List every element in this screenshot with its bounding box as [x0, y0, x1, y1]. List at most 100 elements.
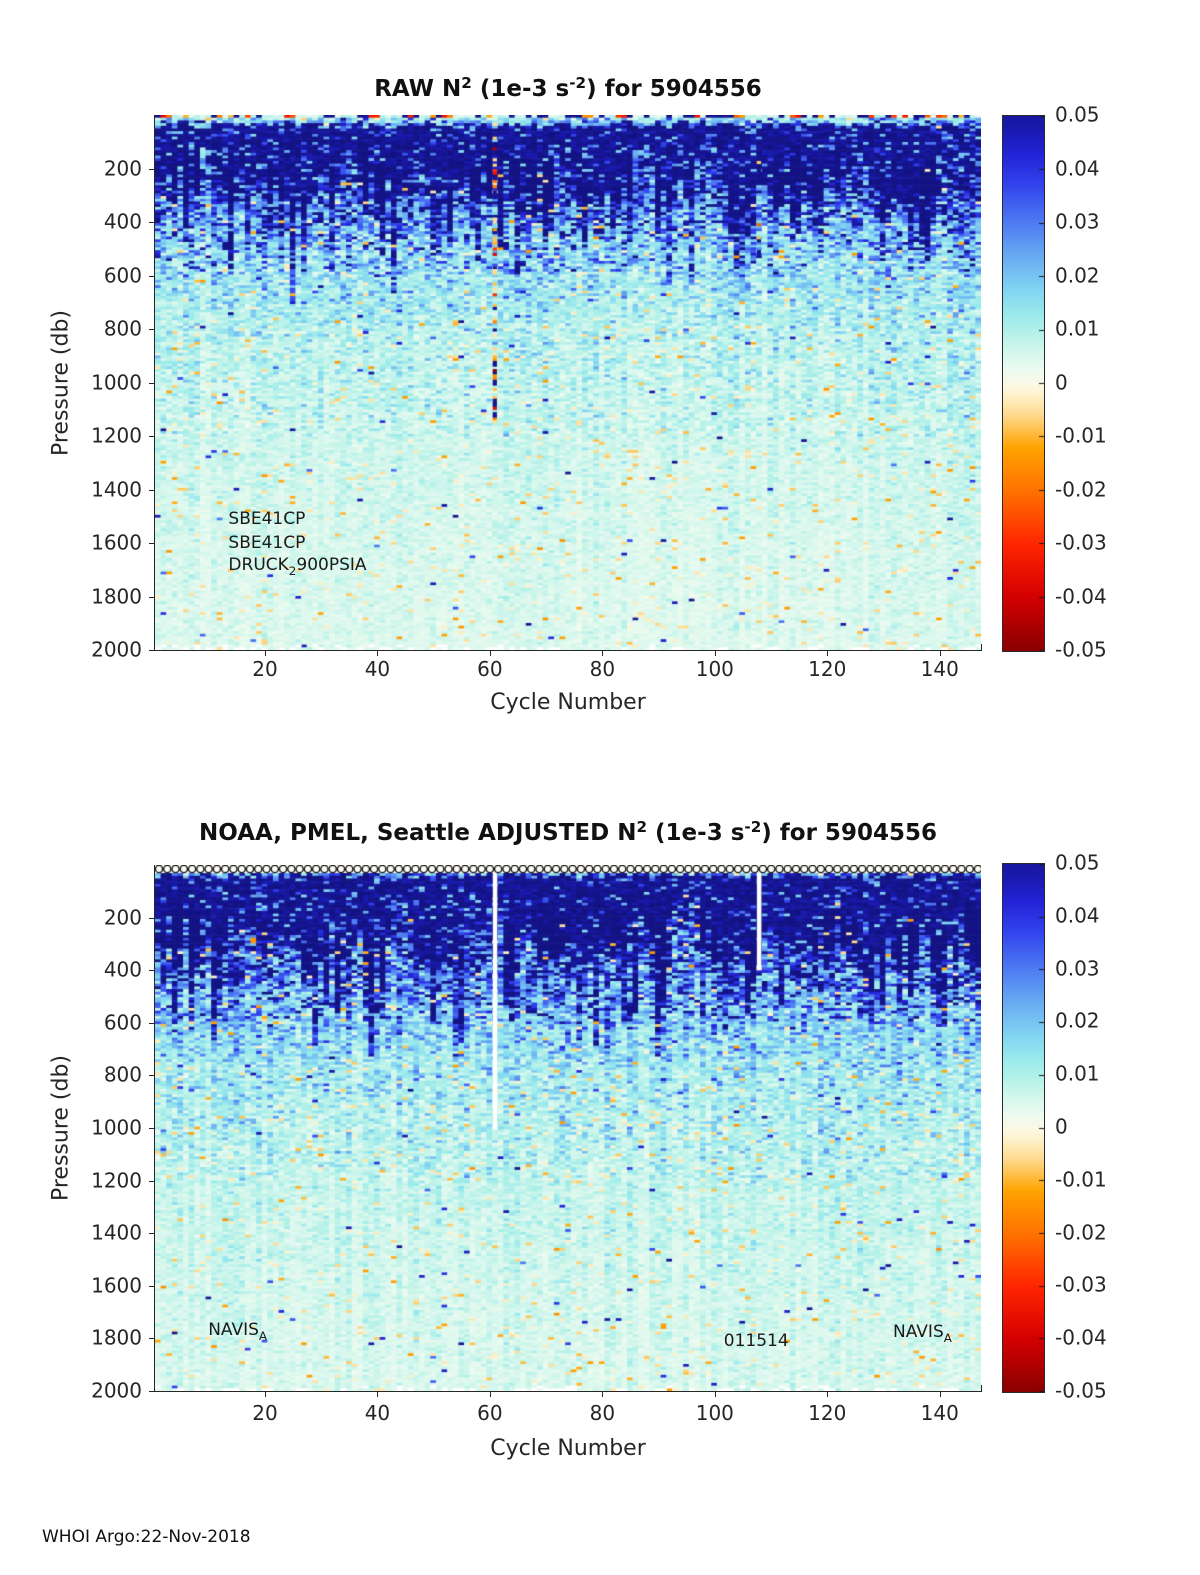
- text-run: NAVIS: [893, 1322, 944, 1343]
- x-axis-end-tick: [981, 1385, 982, 1391]
- y-axis-title: Pressure (db): [48, 1054, 74, 1202]
- y-axis-line: [154, 115, 155, 651]
- colorbar-tick-label: -0.02: [1055, 1220, 1107, 1245]
- colorbar-tick-label: 0.03: [1055, 956, 1100, 981]
- y-tick-mark: [149, 1075, 154, 1076]
- x-tick-mark: [265, 1392, 266, 1397]
- y-tick-mark: [149, 490, 154, 491]
- superscript: -2: [569, 73, 587, 92]
- colorbar-tick-label: 0.02: [1055, 263, 1100, 287]
- x-tick-label: 40: [364, 657, 391, 681]
- text-run: 011514: [723, 1331, 789, 1352]
- annotation-sensor-1: SBE41CP: [228, 509, 305, 529]
- y-tick-label: 200: [103, 905, 142, 930]
- x-axis-line: [154, 1391, 982, 1392]
- y-tick-mark: [149, 383, 154, 384]
- raw-heatmap-canvas: [155, 115, 981, 650]
- text-run: RAW N: [374, 76, 462, 102]
- subscript: A: [258, 1328, 268, 1343]
- colorbar-tick-label: -0.03: [1055, 1272, 1107, 1297]
- annotation-float-type-left: NAVISA: [208, 1319, 268, 1343]
- text-run: SBE41CP: [228, 533, 306, 553]
- y-tick-label: 2000: [91, 1378, 142, 1403]
- x-tick-mark: [940, 651, 941, 656]
- colorbar-tick-label: -0.01: [1055, 423, 1107, 448]
- x-tick-label: 20: [252, 1401, 278, 1425]
- plot-title-raw: RAW N2 (1e-3 s-2) for 5904556: [374, 73, 762, 102]
- x-axis-title: Cycle Number: [490, 1436, 646, 1461]
- y-tick-label: 1000: [91, 1115, 142, 1140]
- x-tick-label: 80: [589, 657, 616, 681]
- y-tick-label: 800: [103, 1062, 142, 1087]
- colorbar-adjusted-canvas: [1002, 863, 1045, 1393]
- x-axis-title: Cycle Number: [490, 690, 646, 715]
- text-run: NOAA, PMEL, Seattle ADJUSTED N: [199, 820, 637, 846]
- annotation-sensor-3: DRUCK2900PSIA: [228, 555, 366, 579]
- y-tick-mark: [149, 1181, 154, 1182]
- text-run: (1e-3 s: [471, 76, 570, 102]
- x-axis-end-tick: [981, 644, 982, 650]
- annotation-float-type-right: NAVISA: [893, 1322, 952, 1345]
- y-tick-label: 1600: [91, 1273, 142, 1298]
- y-tick-label: 1800: [91, 584, 142, 608]
- annotation-float-id: 011514: [724, 1331, 789, 1351]
- y-tick-label: 1600: [91, 530, 142, 555]
- x-tick-mark: [602, 651, 603, 656]
- y-tick-label: 600: [103, 1010, 142, 1035]
- y-tick-label: 600: [103, 263, 142, 287]
- x-tick-label: 120: [808, 657, 847, 681]
- y-tick-mark: [149, 276, 154, 277]
- text-run: ) for 5904556: [761, 820, 937, 846]
- y-tick-label: 2000: [91, 637, 142, 662]
- x-tick-mark: [490, 1392, 491, 1397]
- colorbar-tick-label: -0.05: [1055, 637, 1107, 662]
- annotation-sensor-2: SBE41CP: [228, 533, 305, 553]
- adjusted-heatmap-canvas: [155, 865, 981, 1391]
- y-tick-label: 1400: [91, 1220, 142, 1245]
- y-tick-mark: [149, 650, 154, 651]
- colorbar-raw-canvas: [1002, 115, 1045, 652]
- y-axis-title: Pressure (db): [48, 309, 74, 456]
- x-tick-mark: [827, 1392, 828, 1397]
- text-run: ) for 5904556: [586, 76, 762, 102]
- y-tick-label: 400: [103, 957, 142, 982]
- colorbar-tick-label: -0.04: [1055, 584, 1107, 608]
- subscript: 2: [288, 564, 297, 579]
- x-tick-mark: [715, 651, 716, 656]
- y-tick-mark: [149, 918, 154, 919]
- colorbar-tick-label: 0.05: [1055, 102, 1100, 127]
- y-tick-label: 200: [103, 156, 142, 180]
- x-tick-label: 60: [477, 1401, 503, 1425]
- y-tick-mark: [149, 436, 154, 437]
- y-tick-mark: [149, 1023, 154, 1024]
- colorbar-tick-label: 0.03: [1055, 209, 1100, 234]
- y-tick-mark: [149, 543, 154, 544]
- colorbar-tick-label: -0.02: [1055, 477, 1107, 501]
- y-tick-label: 1200: [91, 1168, 142, 1193]
- y-tick-mark: [149, 1286, 154, 1287]
- x-tick-label: 100: [695, 1401, 734, 1425]
- y-tick-label: 1000: [91, 370, 142, 394]
- colorbar-tick-label: -0.04: [1055, 1325, 1107, 1350]
- y-axis-line: [154, 865, 155, 1392]
- colorbar-tick-label: 0.05: [1055, 850, 1100, 875]
- y-tick-label: 400: [103, 209, 142, 234]
- text-run: NAVIS: [208, 1319, 259, 1340]
- x-tick-label: 120: [808, 1401, 847, 1425]
- x-tick-mark: [490, 651, 491, 656]
- x-tick-mark: [827, 651, 828, 656]
- footer-text: WHOI Argo:22-Nov-2018: [42, 1527, 251, 1547]
- colorbar-tick-label: -0.03: [1055, 530, 1107, 555]
- y-tick-mark: [149, 1128, 154, 1129]
- superscript: 2: [636, 817, 648, 836]
- x-tick-label: 140: [920, 1401, 959, 1425]
- x-tick-label: 140: [920, 657, 959, 681]
- y-tick-mark: [149, 1338, 154, 1339]
- colorbar-tick-label: 0: [1055, 370, 1068, 394]
- colorbar-tick-label: 0.01: [1055, 1061, 1100, 1086]
- y-tick-mark: [149, 970, 154, 971]
- y-tick-mark: [149, 1391, 154, 1392]
- colorbar-tick-label: -0.01: [1055, 1167, 1107, 1192]
- colorbar-tick-label: 0.04: [1055, 156, 1100, 180]
